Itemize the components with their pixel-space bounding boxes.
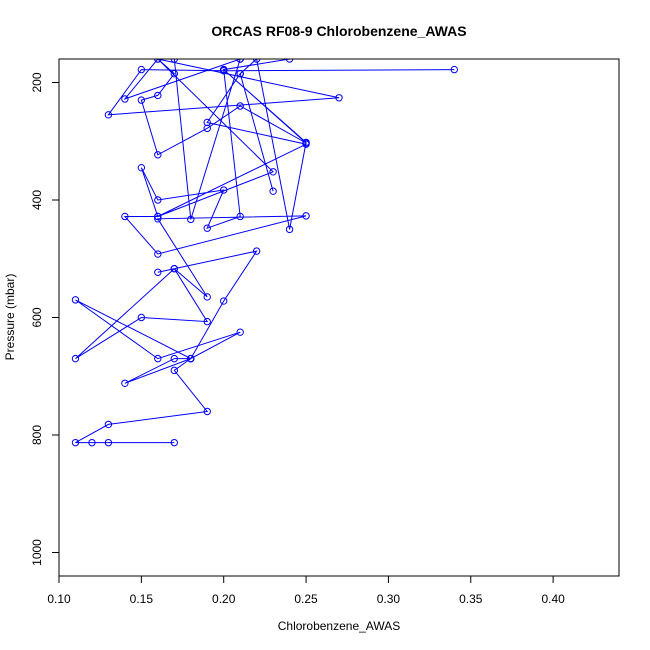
data-point — [88, 438, 96, 447]
data-point — [203, 293, 211, 301]
data-point — [121, 379, 129, 387]
data-point — [236, 212, 244, 221]
data-point — [170, 366, 178, 375]
chart-title: ORCAS RF08-9 Chlorobenzene_AWAS — [211, 23, 466, 39]
y-axis: 200 400 600 800 1000 — [30, 72, 60, 566]
data-point — [302, 212, 310, 220]
x-tick-label-3: 0.25 — [294, 592, 318, 606]
data-point — [220, 186, 228, 194]
data-point — [137, 313, 146, 322]
data-point — [236, 69, 244, 78]
data-point — [269, 168, 277, 176]
data-point — [121, 95, 129, 103]
y-tick-label-0: 200 — [30, 72, 44, 92]
data-point — [203, 124, 211, 133]
data-point — [252, 59, 261, 63]
data-point — [220, 297, 228, 305]
x-tick-label-5: 0.35 — [459, 592, 483, 606]
y-tick-label-1: 400 — [30, 190, 44, 210]
data-point — [154, 268, 162, 276]
data-point — [203, 118, 211, 127]
data-point — [104, 420, 113, 429]
y-tick-label-4: 1000 — [30, 539, 44, 566]
series-line-0 — [75, 59, 455, 444]
data-point — [285, 225, 294, 234]
data-point — [170, 69, 178, 78]
data-point — [170, 59, 178, 63]
data-point — [121, 212, 129, 221]
data-point — [71, 354, 80, 363]
data-point — [71, 438, 80, 447]
data-point — [252, 247, 261, 255]
data-point — [302, 138, 310, 147]
data-point — [203, 224, 211, 232]
x-tick-label-4: 0.30 — [377, 592, 401, 606]
data-point — [236, 59, 244, 63]
data-point — [170, 265, 178, 273]
data-point — [137, 163, 146, 172]
series-layer — [71, 59, 458, 447]
y-tick-label-3: 800 — [30, 425, 44, 445]
data-point — [285, 59, 294, 63]
data-point — [137, 96, 146, 104]
x-tick-label-2: 0.20 — [212, 592, 236, 606]
data-point — [269, 187, 277, 195]
data-point — [104, 438, 113, 447]
data-point — [154, 354, 162, 363]
data-point — [220, 67, 228, 75]
data-point — [203, 407, 211, 416]
data-point — [236, 102, 244, 110]
data-point — [154, 250, 162, 258]
plot-frame — [58, 58, 620, 577]
data-point — [104, 111, 113, 119]
data-point — [187, 354, 195, 363]
data-point — [154, 91, 162, 100]
data-point — [71, 296, 80, 304]
y-tick-label-2: 600 — [30, 307, 44, 327]
x-axis: 0.10 0.15 0.20 0.25 0.30 0.35 0.40 — [47, 575, 565, 606]
data-point — [154, 59, 162, 63]
data-point — [154, 215, 162, 223]
data-point — [236, 328, 244, 336]
x-tick-label-6: 0.40 — [541, 592, 565, 606]
data-point — [154, 196, 162, 204]
data-point — [154, 151, 162, 159]
data-point — [170, 438, 178, 447]
data-point — [335, 94, 343, 102]
data-point — [450, 65, 458, 74]
y-axis-label: Pressure (mbar) — [3, 274, 17, 361]
data-point — [187, 215, 195, 224]
x-tick-label-0: 0.10 — [47, 592, 71, 606]
data-point — [170, 354, 178, 363]
data-point — [137, 65, 146, 74]
x-tick-label-1: 0.15 — [130, 592, 154, 606]
data-point — [203, 317, 211, 326]
data-point — [154, 212, 162, 221]
x-axis-label: Chlorobenzene_AWAS — [278, 619, 401, 633]
